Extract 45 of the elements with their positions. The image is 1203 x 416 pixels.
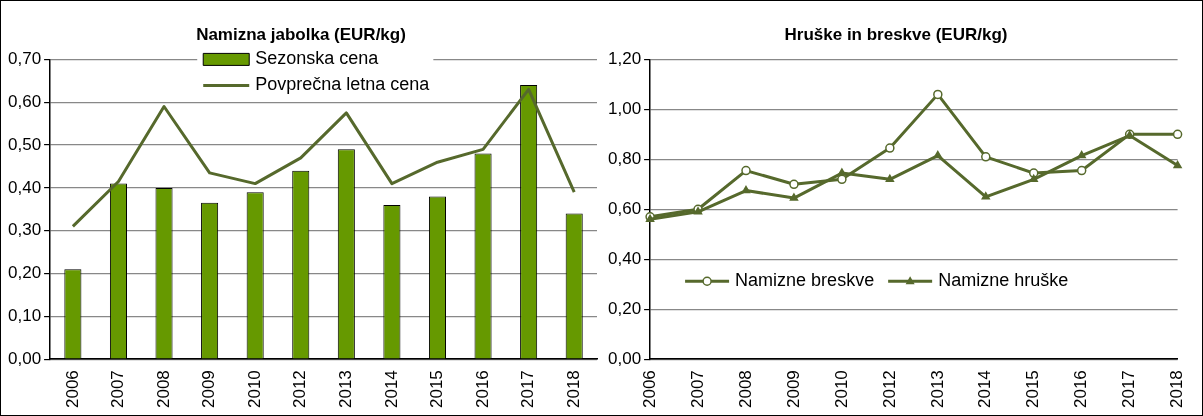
- legend-label: Namizne breskve: [735, 270, 875, 291]
- x-tick-label: 2010: [831, 370, 851, 409]
- x-tick-label: 2012: [290, 370, 310, 409]
- y-tick-label: 0,40: [607, 248, 642, 268]
- x-tick-label: 2015: [1023, 370, 1043, 409]
- y-tick-label: 0,00: [607, 348, 642, 368]
- legend-label: Namizne hruške: [938, 270, 1069, 291]
- x-tick-label: 2018: [563, 370, 583, 409]
- x-tick-label: 2009: [199, 370, 219, 409]
- x-tick-label: 2012: [879, 370, 899, 409]
- y-tick-label: 0,60: [7, 91, 42, 111]
- x-tick-label: 2007: [108, 370, 128, 409]
- y-tick-label: 0,20: [607, 298, 642, 318]
- y-tick-label: 0,60: [607, 198, 642, 218]
- x-tick-label: 2016: [472, 370, 492, 409]
- legend-label: Povprečna letna cena: [255, 74, 431, 95]
- x-tick-label: 2010: [244, 370, 264, 409]
- y-tick-label: 0,20: [7, 263, 42, 283]
- legend-label: Sezonska cena: [255, 48, 380, 69]
- chart-title: Namizna jabolka (EUR/kg): [196, 24, 406, 44]
- chart-title: Hruške in breskve (EUR/kg): [784, 24, 1008, 44]
- y-tick-label: 0,30: [7, 220, 42, 240]
- x-tick-label: 2006: [62, 370, 82, 409]
- x-tick-label: 2013: [336, 370, 356, 409]
- y-tick-label: 0,70: [7, 49, 42, 69]
- x-tick-label: 2015: [427, 370, 447, 409]
- y-tick-label: 0,10: [7, 306, 42, 326]
- x-tick-label: 2007: [687, 370, 707, 409]
- x-tick-label: 2018: [1167, 370, 1187, 409]
- y-tick-label: 1,20: [607, 49, 642, 69]
- x-tick-label: 2014: [381, 370, 401, 409]
- x-tick-label: 2006: [639, 370, 659, 409]
- y-tick-label: 0,80: [607, 149, 642, 169]
- x-tick-label: 2008: [735, 370, 755, 409]
- x-tick-label: 2009: [783, 370, 803, 409]
- x-tick-label: 2017: [1119, 370, 1139, 409]
- x-tick-label: 2017: [518, 370, 538, 409]
- y-tick-label: 0,00: [7, 348, 42, 368]
- y-tick-label: 0,40: [7, 177, 42, 197]
- y-tick-label: 0,50: [7, 134, 42, 154]
- x-tick-label: 2016: [1071, 370, 1091, 409]
- x-tick-label: 2008: [153, 370, 173, 409]
- x-tick-label: 2014: [975, 370, 995, 409]
- y-tick-label: 1,00: [607, 99, 642, 119]
- x-tick-label: 2013: [927, 370, 947, 409]
